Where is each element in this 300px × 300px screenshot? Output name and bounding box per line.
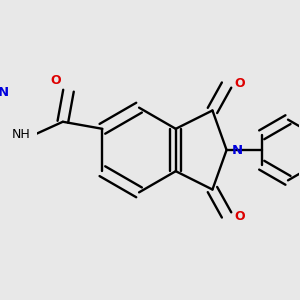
Text: N: N xyxy=(0,86,9,99)
Text: NH: NH xyxy=(12,128,31,141)
Text: O: O xyxy=(234,210,244,223)
Text: O: O xyxy=(50,74,61,87)
Text: O: O xyxy=(234,77,244,90)
Text: N: N xyxy=(232,143,243,157)
